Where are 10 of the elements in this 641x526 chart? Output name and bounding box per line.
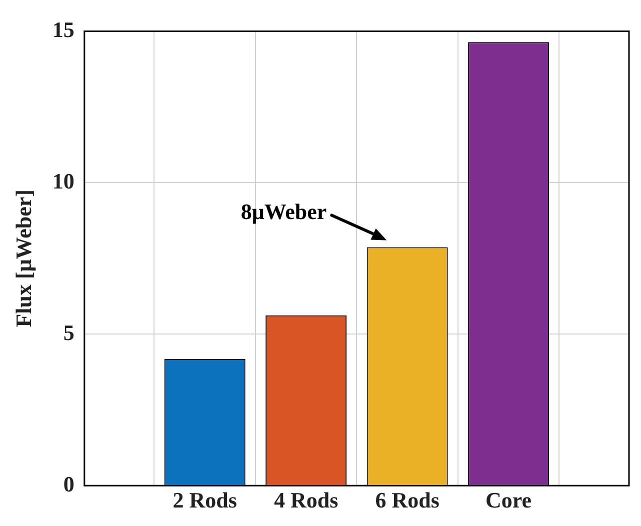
x-tick-label: 6 Rods — [375, 487, 440, 512]
y-tick-label: 10 — [52, 168, 74, 194]
y-tick-label: 0 — [63, 471, 74, 496]
y-tick-label: 5 — [63, 320, 74, 345]
annotation: 8μWeber — [240, 198, 327, 224]
x-tick-label: 4 Rods — [274, 487, 339, 512]
x-tick-label: Core — [486, 487, 532, 512]
y-tick-label: 15 — [52, 16, 74, 42]
x-tick-label: 2 Rods — [172, 487, 238, 512]
y-axis-title: Flux [μWeber] — [10, 190, 36, 328]
